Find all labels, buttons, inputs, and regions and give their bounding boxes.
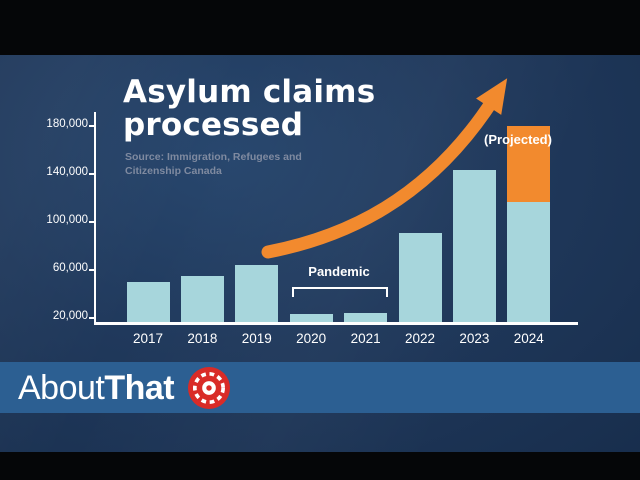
show-banner: AboutThat bbox=[0, 362, 640, 413]
y-tick-mark bbox=[89, 317, 95, 319]
letterbox-bottom bbox=[0, 452, 640, 480]
chart-title: Asylum claims processed bbox=[123, 76, 375, 142]
y-tick-mark bbox=[89, 125, 95, 127]
letterbox-top bbox=[0, 0, 640, 55]
x-tick-label: 2017 bbox=[132, 331, 164, 346]
show-title-word-about: About bbox=[18, 368, 105, 407]
x-tick-label: 2024 bbox=[513, 331, 544, 346]
x-tick-label: 2019 bbox=[241, 331, 272, 346]
x-axis-line bbox=[94, 322, 578, 325]
bar-segment-2021 bbox=[344, 313, 388, 322]
y-tick-label: 60,000 bbox=[52, 262, 88, 274]
bar-segment-2017 bbox=[126, 282, 170, 322]
y-tick-mark bbox=[89, 269, 95, 271]
bar-segment-2020 bbox=[289, 314, 333, 322]
x-tick-label: 2023 bbox=[459, 331, 490, 346]
show-title-word-that: That bbox=[104, 368, 175, 407]
x-tick-label: 2020 bbox=[296, 331, 327, 346]
y-tick-mark bbox=[89, 173, 95, 175]
bar-segment-2022 bbox=[398, 232, 442, 322]
y-tick-label: 20,000 bbox=[52, 310, 88, 322]
show-title: AboutThat bbox=[18, 368, 175, 407]
bar-segment-2018 bbox=[180, 276, 224, 322]
chart-title-line-1: Asylum claims bbox=[123, 74, 376, 110]
x-tick-label: 2018 bbox=[187, 331, 218, 346]
bar-segment-2024-projected bbox=[507, 126, 551, 202]
source-line-1: Source: Immigration, Refugees and bbox=[125, 151, 302, 163]
y-axis-line bbox=[94, 112, 96, 324]
pandemic-bracket bbox=[292, 287, 388, 297]
bar-segment-2023 bbox=[452, 170, 496, 322]
pandemic-annotation-label: Pandemic bbox=[308, 264, 370, 279]
x-tick-label: 2021 bbox=[350, 331, 381, 346]
y-tick-label: 180,000 bbox=[46, 118, 88, 130]
cbc-logo-icon bbox=[188, 366, 231, 409]
y-tick-label: 140,000 bbox=[46, 166, 88, 178]
chart-title-line-2: processed bbox=[123, 106, 304, 143]
projected-annotation-label: (Projected) bbox=[484, 132, 552, 147]
x-tick-label: 2022 bbox=[404, 331, 436, 346]
y-tick-label: 100,000 bbox=[46, 214, 88, 226]
bar-segment-2019 bbox=[235, 265, 279, 322]
source-line-2: Citizenship Canada bbox=[125, 165, 222, 178]
bar-segment-2024 bbox=[507, 201, 551, 322]
y-tick-mark bbox=[89, 221, 95, 223]
source-attribution: Source: Immigration, Refugees and Citize… bbox=[125, 150, 302, 178]
